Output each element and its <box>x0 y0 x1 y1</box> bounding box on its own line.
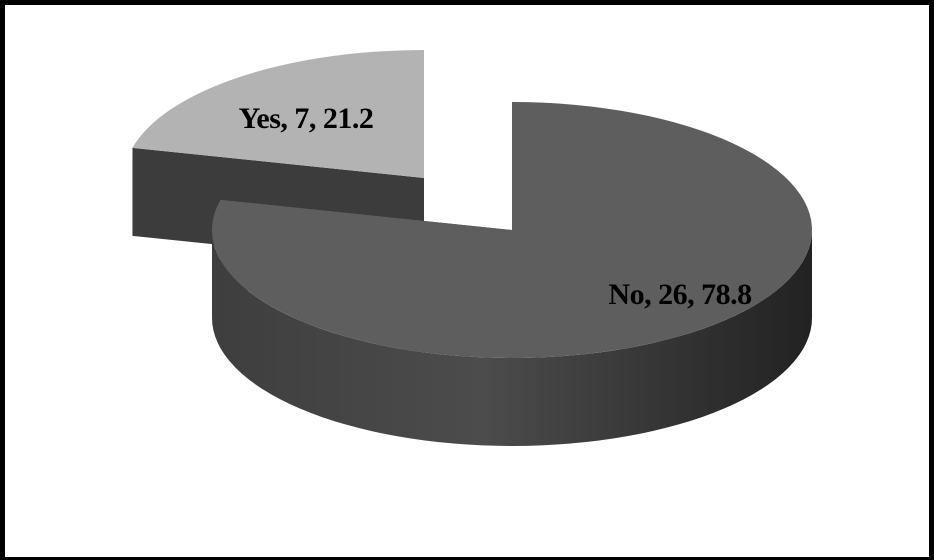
slice-yes-top <box>132 50 424 178</box>
slice-label-yes: Yes, 7, 21.2 <box>239 102 374 135</box>
slice-label-no: No, 26, 78.8 <box>608 278 751 311</box>
slice-no <box>211 102 812 446</box>
slice-no-side <box>212 230 812 446</box>
slice-no-top <box>211 102 812 358</box>
